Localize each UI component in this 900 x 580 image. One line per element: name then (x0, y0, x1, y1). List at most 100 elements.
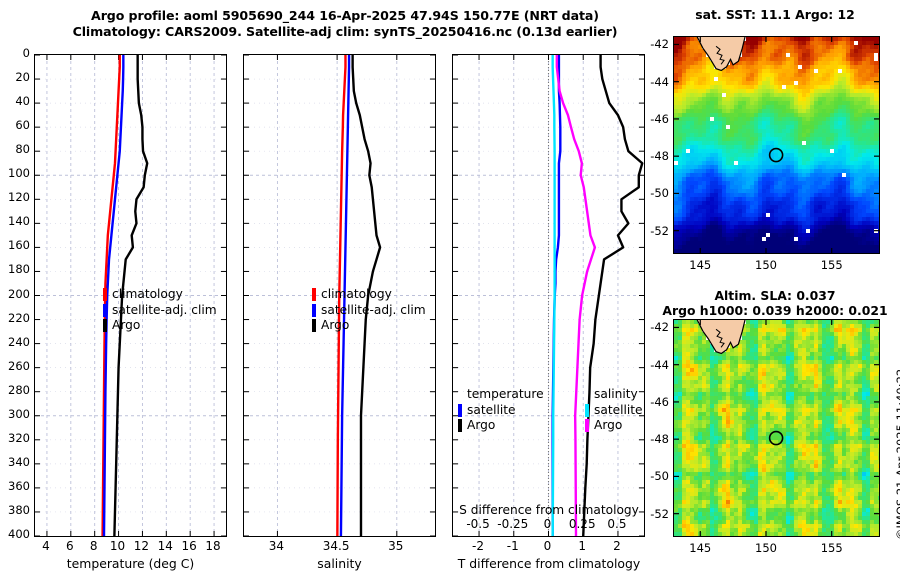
sla-map-title: Altim. SLA: 0.037 Argo h1000: 0.039 h200… (650, 288, 900, 318)
salinity-tick-35: 35 (388, 539, 404, 553)
temperature-profile-panel (34, 54, 227, 537)
sst-map-y-tick-neg44: -44 (650, 74, 669, 89)
temperature-legend-swatch-icon (103, 319, 107, 333)
tdiff-legend-swatch-icon (458, 403, 462, 417)
salinity-legend-swatch-icon (312, 288, 316, 302)
sla-map-y-tick-neg42: -42 (650, 320, 669, 335)
t-diff-tick-2: -2 (472, 539, 485, 553)
copyright-text: ©IMOS 21-Apr-2025 11:40:22 (894, 368, 900, 540)
sla-map-x-tick-145: 145 (689, 541, 712, 555)
sst-map-y-tick-neg50: -50 (650, 186, 669, 201)
salinity-legend-item: climatology (312, 287, 426, 303)
depth-tick-80: 80 (15, 142, 30, 157)
salinity-axis-title: salinity (317, 556, 362, 571)
sst-map-y-tick-neg42: -42 (650, 37, 669, 52)
temperature-tick-14: 14 (157, 539, 173, 553)
temperature-tick-10: 10 (109, 539, 126, 553)
temperature-tick-16: 16 (181, 539, 197, 553)
temperature-legend-label: climatology (112, 287, 183, 301)
tdiff-legend-label: satellite (467, 402, 516, 417)
s-diff-tick-05: -0.5 (466, 517, 490, 531)
figure-title: Argo profile: aoml 5905690_244 16-Apr-20… (30, 8, 660, 40)
depth-tick-60: 60 (15, 118, 30, 133)
temperature-legend-label: satellite-adj. clim (112, 302, 217, 317)
salinity-legend-swatch-icon (312, 303, 316, 317)
tdiff-legend-swatch-icon (458, 419, 462, 433)
sst-map-x-tick-150: 150 (755, 258, 777, 272)
temperature-tick-4: 4 (42, 539, 50, 553)
depth-tick-280: 280 (8, 382, 30, 397)
figure-title-line1: Argo profile: aoml 5905690_244 16-Apr-20… (91, 8, 599, 23)
temperature-legend-item: climatology (103, 287, 217, 303)
temperature-tick-12: 12 (133, 539, 150, 553)
sdiff-legend-label: satellite (594, 402, 643, 417)
t-diff-tick-1: 1 (578, 539, 587, 553)
sst-map[interactable] (673, 36, 880, 254)
sla-map-title-line1: Altim. SLA: 0.037 (714, 288, 836, 303)
t-diff-tick-2: 2 (613, 539, 621, 553)
temperature-legend: climatology satellite-adj. clim Argo (103, 287, 217, 334)
sdiff-legend-item: Argo (585, 418, 643, 434)
depth-tick-20: 20 (15, 70, 30, 85)
depth-tick-0: 0 (22, 46, 30, 60)
depth-tick-220: 220 (8, 310, 30, 325)
t-diff-tick-1: -1 (506, 539, 519, 553)
salinity-legend: climatology satellite-adj. clim Argo (312, 287, 426, 334)
tdiff-legend-swatch-icon (458, 388, 462, 401)
figure-title-line2: Climatology: CARS2009. Satellite-adj cli… (72, 24, 618, 39)
depth-tick-160: 160 (8, 238, 30, 253)
temperature-legend-item: satellite-adj. clim (103, 303, 217, 319)
temperature-plot-area (35, 55, 226, 536)
temperature-legend-item: Argo (103, 318, 217, 334)
sdiff-legend-item: satellite (585, 403, 643, 419)
depth-tick-180: 180 (8, 262, 30, 277)
salinity-legend-item: satellite-adj. clim (312, 303, 426, 319)
depth-tick-340: 340 (8, 454, 30, 469)
salinity-legend-label: satellite-adj. clim (321, 302, 426, 317)
sla-map[interactable] (673, 319, 880, 537)
sla-map-y-tick-neg50: -50 (650, 469, 669, 484)
depth-tick-260: 260 (8, 358, 30, 373)
sla-map-y-tick-neg48: -48 (650, 432, 669, 447)
sla-map-canvas (674, 320, 879, 536)
s-diff-tick-025: -0.25 (497, 517, 529, 531)
difference-plot-area (453, 55, 644, 536)
sst-map-canvas (674, 37, 879, 253)
tdiff-legend-item: temperature (458, 387, 544, 403)
salinity-profile-panel (243, 54, 436, 537)
salinity-legend-swatch-icon (312, 319, 316, 333)
salinity-difference-legend: salinity satellite Argo (585, 387, 643, 434)
temperature-legend-swatch-icon (103, 303, 107, 317)
depth-tick-380: 380 (8, 502, 30, 517)
temperature-tick-6: 6 (65, 539, 74, 553)
sla-map-x-tick-150: 150 (755, 541, 777, 555)
salinity-tick-345: 34.5 (322, 539, 350, 553)
sla-map-y-tick-neg44: -44 (650, 357, 669, 372)
temperature-legend-swatch-icon (103, 288, 107, 302)
depth-tick-40: 40 (15, 94, 30, 109)
salinity-plot-area (244, 55, 435, 536)
salinity-legend-item: Argo (312, 318, 426, 334)
difference-profile-panel (452, 54, 645, 537)
depth-tick-200: 200 (8, 286, 30, 301)
temperature-tick-18: 18 (205, 539, 221, 553)
sst-map-x-tick-155: 155 (820, 258, 843, 272)
s-diff-tick-0: 0 (543, 517, 552, 531)
sst-map-x-tick-145: 145 (689, 258, 712, 272)
tdiff-legend-item: Argo (458, 418, 544, 434)
depth-tick-300: 300 (8, 406, 30, 421)
depth-tick-360: 360 (8, 478, 30, 493)
s-difference-axis-title: S difference from climatology (459, 503, 639, 517)
depth-tick-140: 140 (8, 214, 30, 229)
sla-map-title-line2: Argo h1000: 0.039 h2000: 0.021 (662, 303, 888, 318)
depth-tick-400: 400 (8, 527, 30, 541)
sdiff-legend-swatch-icon (585, 403, 589, 417)
tdiff-legend-label: Argo (467, 418, 496, 432)
salinity-tick-34: 34 (268, 539, 285, 553)
sla-map-y-tick-neg46: -46 (650, 394, 669, 409)
temperature-difference-legend: temperature satellite Argo (458, 387, 544, 434)
sdiff-legend-label: Argo (594, 418, 623, 432)
temperature-tick-8: 8 (89, 539, 98, 553)
depth-tick-320: 320 (8, 430, 30, 445)
